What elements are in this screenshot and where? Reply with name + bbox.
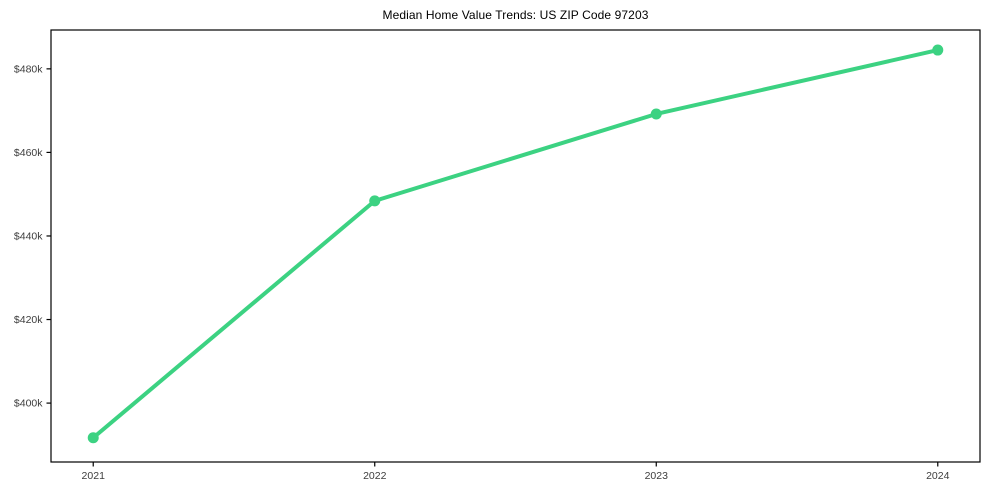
x-tick-label: 2022 <box>363 470 387 482</box>
y-tick-label: $420k <box>14 314 43 326</box>
x-tick-label: 2023 <box>645 470 669 482</box>
chart-title: Median Home Value Trends: US ZIP Code 97… <box>382 8 649 22</box>
data-point-marker <box>932 44 944 56</box>
x-tick-label: 2024 <box>926 470 950 482</box>
data-point-marker <box>87 432 99 444</box>
x-tick-label: 2021 <box>82 470 106 482</box>
data-point-marker <box>369 195 381 207</box>
plot-border <box>50 29 981 463</box>
y-tick-label: $440k <box>14 231 43 243</box>
y-tick-label: $460k <box>14 147 43 159</box>
series-line <box>91 48 940 440</box>
y-tick-label: $400k <box>14 398 43 410</box>
data-point-marker <box>650 108 662 120</box>
y-tick-label: $480k <box>14 63 43 75</box>
